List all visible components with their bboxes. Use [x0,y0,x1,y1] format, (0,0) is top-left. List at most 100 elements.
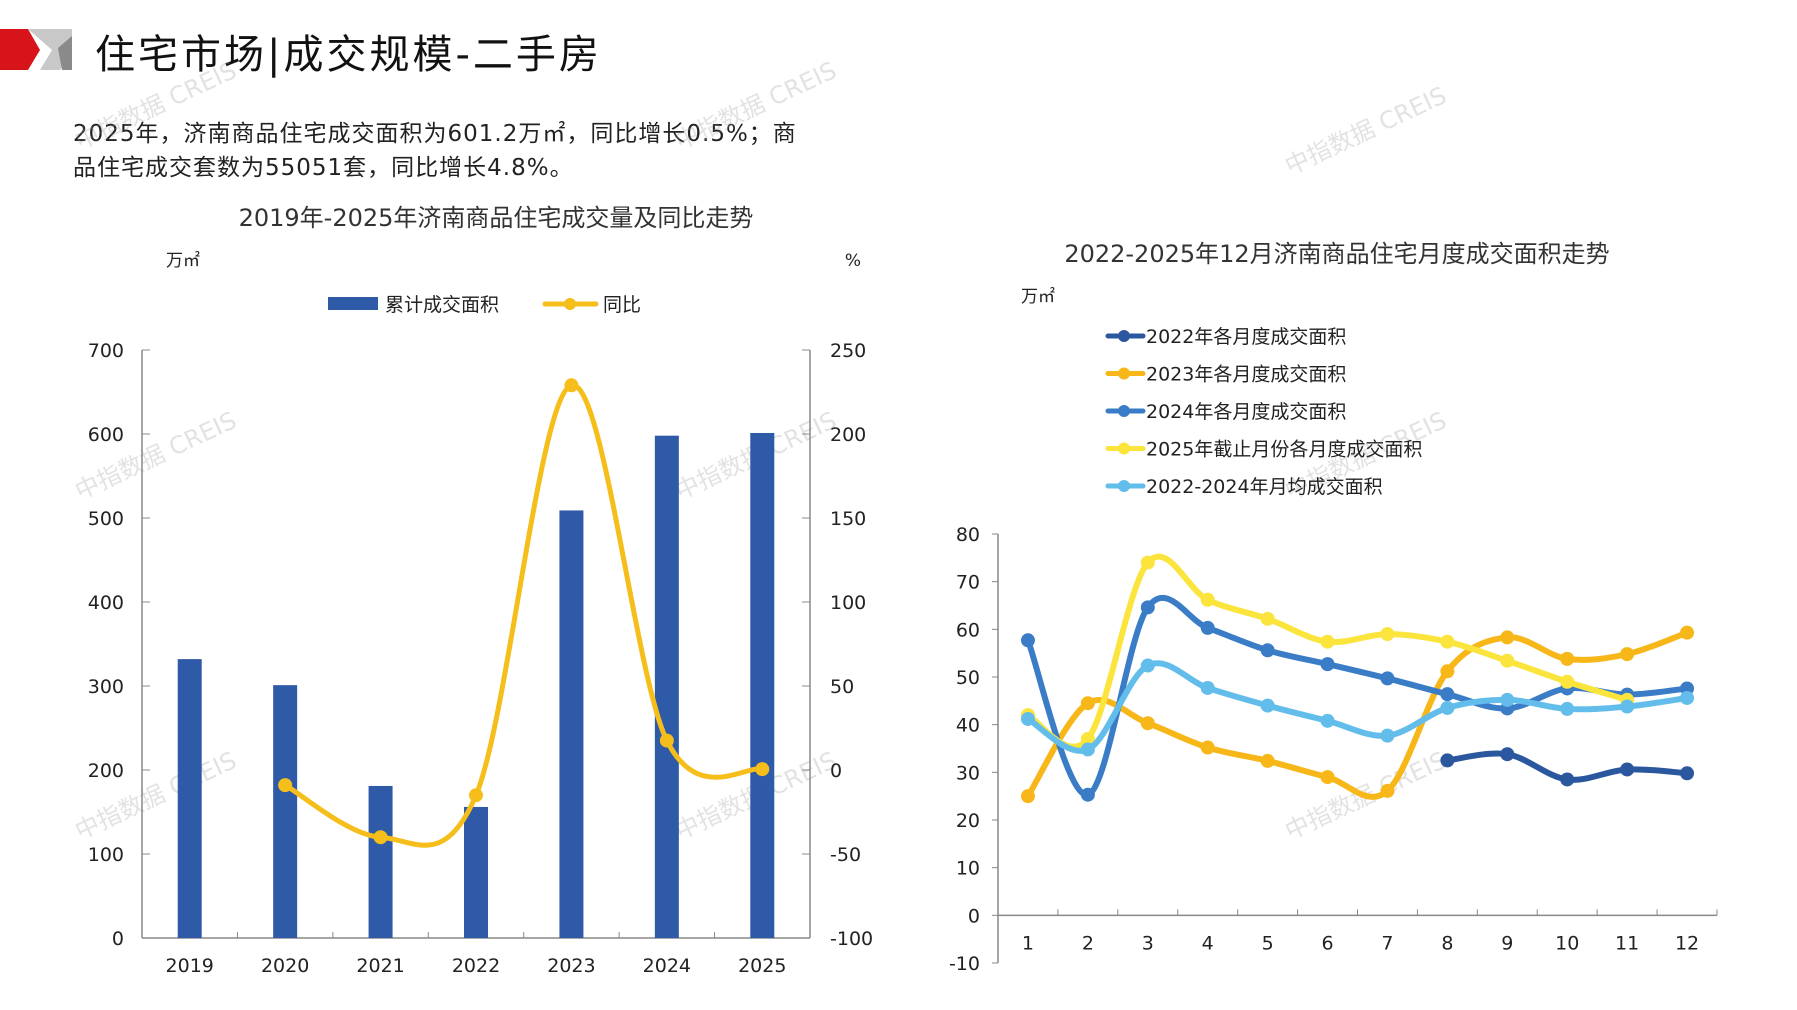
right-tick-label: 100 [830,592,866,614]
series-point [1500,653,1515,668]
legend-marker [1118,442,1130,455]
series-point [1260,753,1275,768]
series-point [1020,789,1035,804]
x-tick-label: 6 [1321,932,1333,954]
yoy-line [282,382,765,848]
y-tick-label: 0 [968,905,980,927]
x-tick-label: 12 [1675,932,1699,954]
x-tick-label: 2022 [452,955,500,977]
series-point [1620,699,1635,714]
x-tick-label: 2019 [166,955,214,977]
left-tick-label: 0 [112,928,124,950]
x-tick-label: 2 [1082,932,1094,954]
right-tick-label: 150 [830,508,866,530]
series-point [1320,770,1335,785]
summary-line-2: 品住宅成交套数为55051套，同比增长4.8%。 [73,155,574,181]
legend-bar-swatch [328,297,378,310]
legend-marker [1118,330,1130,342]
series-point [1320,634,1335,649]
chart1-left-unit: 万㎡ [166,251,200,271]
x-tick-label: 2021 [356,955,404,977]
legend-label: 2024年各月度成交面积 [1146,401,1346,423]
bar [559,510,584,938]
series-point [1620,647,1635,662]
series-point [1020,711,1035,726]
series-point [1440,634,1455,649]
series-point [1440,753,1455,768]
page-title: 住宅市场|成交规模-二手房 [95,32,602,78]
x-tick-label: 11 [1615,932,1639,954]
chart2-title: 2022-2025年12月济南商品住宅月度成交面积走势 [1064,240,1609,268]
y-tick-label: -10 [949,953,980,975]
yoy-point [564,378,579,393]
yoy-point [373,830,388,845]
series-point [1380,728,1395,743]
series-point [1080,731,1095,746]
series-point [1200,680,1215,695]
right-tick-label: 250 [830,340,866,362]
x-tick-label: 4 [1202,932,1214,954]
series-point [1080,696,1095,711]
left-tick-label: 400 [88,592,124,614]
series-point [1500,747,1515,762]
right-tick-label: -100 [830,928,873,950]
y-tick-label: 80 [956,524,980,546]
right-tick-label: 0 [830,760,842,782]
series-point [1260,611,1275,626]
series-point [1200,620,1215,635]
series-point [1080,742,1095,757]
legend-label: 2022年各月度成交面积 [1146,326,1346,348]
x-tick-label: 2020 [261,955,309,977]
y-tick-label: 60 [956,619,980,641]
left-tick-label: 600 [88,424,124,446]
series-point [1080,787,1095,802]
y-tick-label: 10 [956,858,980,880]
left-tick-label: 500 [88,508,124,530]
watermark: 中指数据 CREIS [671,56,841,155]
bar [177,659,202,938]
chart1-right-unit: % [845,251,861,271]
legend-line-label: 同比 [603,294,641,316]
legend-label: 2025年截止月份各月度成交面积 [1146,439,1422,461]
brand-logo [0,29,72,70]
series-point [1020,633,1035,648]
series-point [1560,651,1575,666]
series-point [1500,692,1515,707]
series-point [1440,664,1455,679]
series-point [1380,671,1395,686]
series-point [1200,740,1215,755]
y-tick-label: 40 [956,715,980,737]
right-tick-label: 50 [830,676,854,698]
series-point [1680,766,1695,781]
series-point [1560,674,1575,689]
series-point [1320,657,1335,672]
series-point [1560,701,1575,716]
series-point [1440,700,1455,715]
bar [654,435,679,938]
series-point [1440,687,1455,702]
right-tick-label: 200 [830,424,866,446]
bar [273,685,298,938]
series-point [1380,627,1395,642]
right-tick-label: -50 [830,844,861,866]
bar [750,432,775,938]
y-tick-label: 70 [956,572,980,594]
x-tick-label: 10 [1555,932,1579,954]
series-point [1380,783,1395,798]
legend-marker [1118,405,1130,417]
series-point [1140,600,1155,615]
watermark: 中指数据 CREIS [71,406,241,505]
legend-label: 2023年各月度成交面积 [1146,364,1346,386]
series-point [1200,592,1215,607]
legend-label: 2022-2024年月均成交面积 [1146,476,1383,498]
yoy-point [278,778,293,793]
series-point [1140,716,1155,731]
legend-marker [1118,367,1130,380]
left-tick-label: 700 [88,340,124,362]
y-tick-label: 20 [956,810,980,832]
watermark: 中指数据 CREIS [71,56,241,155]
x-tick-label: 1 [1022,932,1034,954]
series-point [1500,630,1515,645]
bar [368,785,393,938]
